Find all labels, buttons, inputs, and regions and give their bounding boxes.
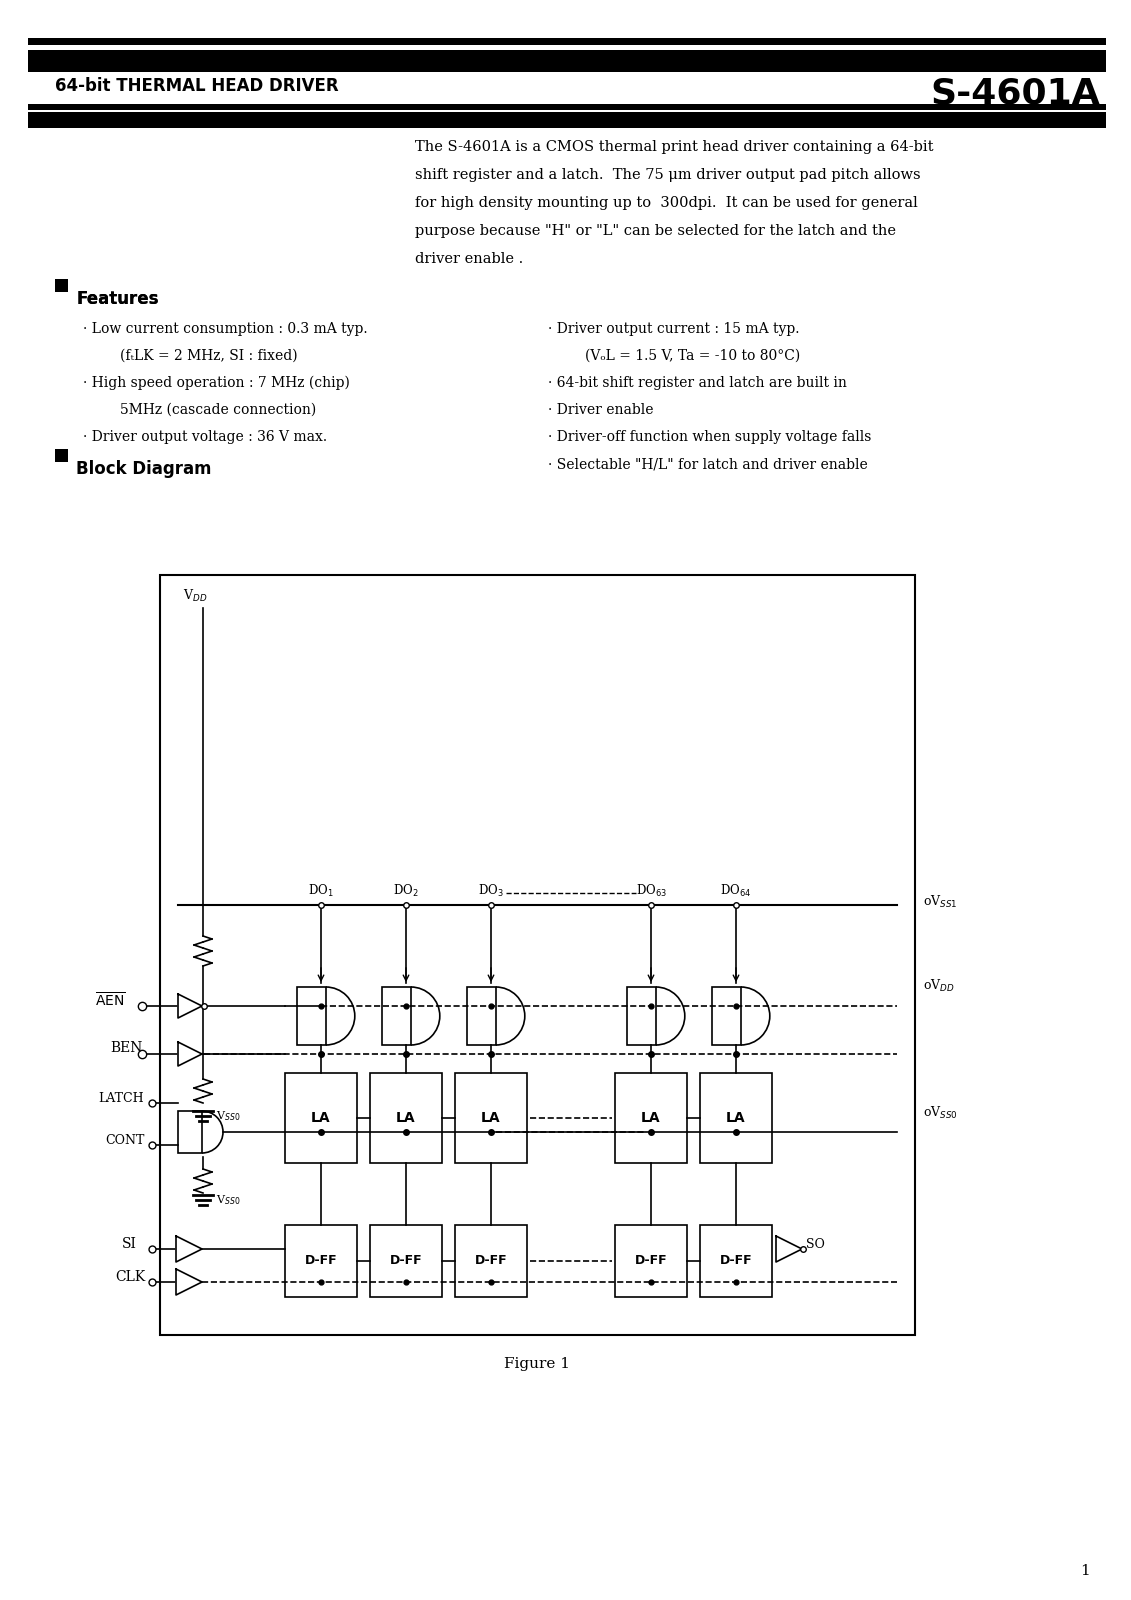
Text: · High speed operation : 7 MHz (chip): · High speed operation : 7 MHz (chip) xyxy=(83,376,349,390)
Text: 1: 1 xyxy=(1080,1565,1090,1578)
Text: $\overline{\mathrm{AEN}}$: $\overline{\mathrm{AEN}}$ xyxy=(95,990,126,1010)
Text: D-FF: D-FF xyxy=(719,1254,752,1267)
Text: DO$_2$: DO$_2$ xyxy=(394,883,418,899)
Text: DO$_1$: DO$_1$ xyxy=(308,883,334,899)
Bar xyxy=(28,104,1106,110)
Text: DO$_{64}$: DO$_{64}$ xyxy=(720,883,752,899)
Text: (VₒL = 1.5 V, Ta = -10 to 80°C): (VₒL = 1.5 V, Ta = -10 to 80°C) xyxy=(585,349,801,363)
Bar xyxy=(615,1074,687,1163)
Text: 64-bit THERMAL HEAD DRIVER: 64-bit THERMAL HEAD DRIVER xyxy=(55,77,338,94)
Text: Figure 1: Figure 1 xyxy=(504,1357,570,1371)
Text: shift register and a latch.  The 75 μm driver output pad pitch allows: shift register and a latch. The 75 μm dr… xyxy=(415,168,921,182)
Polygon shape xyxy=(776,1235,802,1262)
Text: V$_{SS0}$: V$_{SS0}$ xyxy=(216,1109,241,1123)
Text: · Driver output voltage : 36 V max.: · Driver output voltage : 36 V max. xyxy=(83,430,327,443)
Bar xyxy=(627,987,656,1045)
Text: D-FF: D-FF xyxy=(475,1254,508,1267)
Text: LA: LA xyxy=(396,1110,416,1125)
Text: Features: Features xyxy=(76,290,158,307)
Text: · Low current consumption : 0.3 mA typ.: · Low current consumption : 0.3 mA typ. xyxy=(83,322,368,336)
Text: D-FF: D-FF xyxy=(304,1254,337,1267)
Bar xyxy=(28,38,1106,45)
Bar xyxy=(285,1074,357,1163)
Bar xyxy=(615,1226,687,1298)
Text: · Driver enable: · Driver enable xyxy=(549,403,654,418)
Bar xyxy=(713,987,741,1045)
Text: · 64-bit shift register and latch are built in: · 64-bit shift register and latch are bu… xyxy=(549,376,847,390)
Bar xyxy=(382,987,411,1045)
Bar xyxy=(55,278,68,291)
Text: · Selectable "H/L" for latch and driver enable: · Selectable "H/L" for latch and driver … xyxy=(549,458,867,470)
Text: · Driver-off function when supply voltage falls: · Driver-off function when supply voltag… xyxy=(549,430,871,443)
Text: oV$_{SS0}$: oV$_{SS0}$ xyxy=(923,1106,958,1122)
Text: V$_{SS0}$: V$_{SS0}$ xyxy=(216,1194,241,1206)
Bar xyxy=(467,987,495,1045)
Polygon shape xyxy=(176,1269,202,1294)
Text: DO$_{63}$: DO$_{63}$ xyxy=(636,883,666,899)
Text: Block Diagram: Block Diagram xyxy=(76,461,211,478)
Text: V$_{DD}$: V$_{DD}$ xyxy=(183,587,207,605)
Text: LA: LA xyxy=(641,1110,661,1125)
Polygon shape xyxy=(178,994,202,1018)
Text: SI: SI xyxy=(122,1237,137,1251)
Text: oV$_{SS1}$: oV$_{SS1}$ xyxy=(923,894,958,910)
Bar xyxy=(297,987,326,1045)
Bar xyxy=(178,1110,202,1154)
Text: LA: LA xyxy=(726,1110,745,1125)
Text: oV$_{DD}$: oV$_{DD}$ xyxy=(923,978,955,994)
Bar xyxy=(28,112,1106,128)
Text: LATCH: LATCH xyxy=(98,1091,144,1104)
Text: LA: LA xyxy=(311,1110,330,1125)
Text: for high density mounting up to  300dpi.  It can be used for general: for high density mounting up to 300dpi. … xyxy=(415,195,917,210)
Bar xyxy=(700,1074,772,1163)
Text: SO: SO xyxy=(806,1238,824,1251)
Bar xyxy=(55,450,68,462)
Bar xyxy=(455,1074,527,1163)
Text: purpose because "H" or "L" can be selected for the latch and the: purpose because "H" or "L" can be select… xyxy=(415,224,896,238)
Text: S-4601A: S-4601A xyxy=(931,77,1100,110)
Text: (fₜLK = 2 MHz, SI : fixed): (fₜLK = 2 MHz, SI : fixed) xyxy=(120,349,297,363)
Text: Features: Features xyxy=(76,290,158,307)
Bar xyxy=(28,50,1106,72)
Bar xyxy=(455,1226,527,1298)
Bar xyxy=(370,1074,442,1163)
Text: The S-4601A is a CMOS thermal print head driver containing a 64-bit: The S-4601A is a CMOS thermal print head… xyxy=(415,141,933,154)
Text: CONT: CONT xyxy=(105,1133,145,1147)
Bar xyxy=(700,1226,772,1298)
Text: CLK: CLK xyxy=(115,1270,145,1283)
Bar xyxy=(370,1226,442,1298)
Polygon shape xyxy=(178,1042,202,1066)
Text: 5MHz (cascade connection): 5MHz (cascade connection) xyxy=(120,403,317,418)
Text: driver enable .: driver enable . xyxy=(415,251,524,266)
Polygon shape xyxy=(176,1235,202,1262)
Text: LA: LA xyxy=(481,1110,501,1125)
Text: D-FF: D-FF xyxy=(634,1254,667,1267)
Text: D-FF: D-FF xyxy=(390,1254,422,1267)
Text: BEN: BEN xyxy=(110,1042,143,1054)
Bar xyxy=(159,574,915,1334)
Text: DO$_3$: DO$_3$ xyxy=(478,883,503,899)
Text: · Driver output current : 15 mA typ.: · Driver output current : 15 mA typ. xyxy=(549,322,800,336)
Bar xyxy=(285,1226,357,1298)
